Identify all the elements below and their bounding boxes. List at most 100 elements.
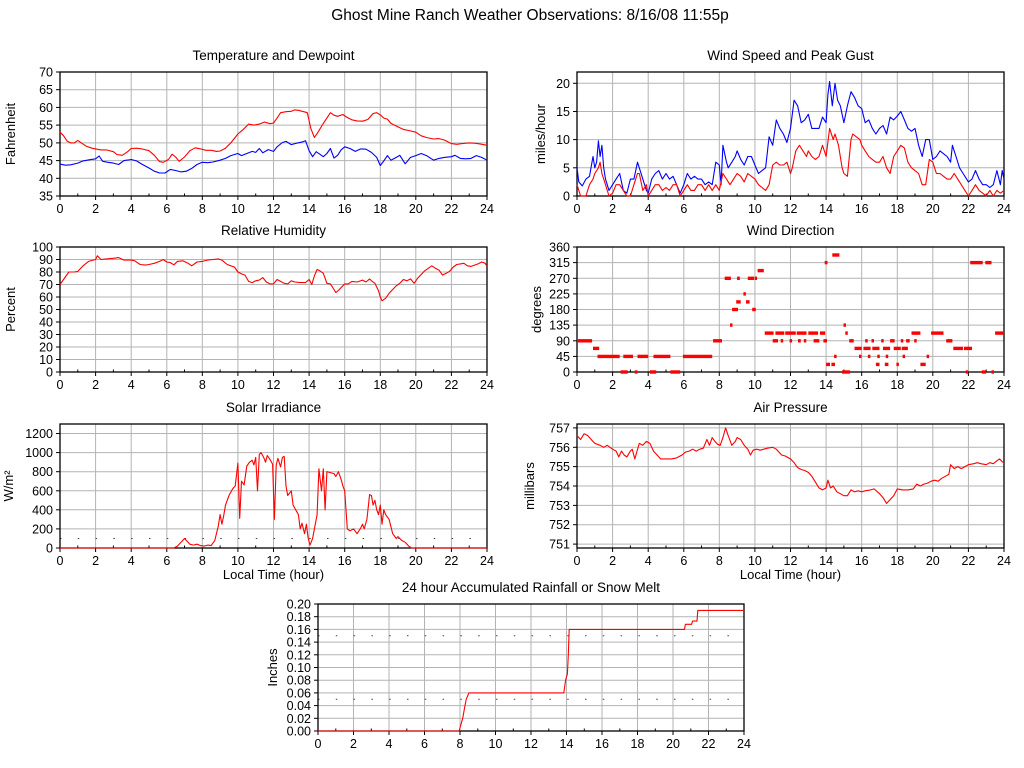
x-axis-label: Local Time (hour)	[740, 567, 841, 582]
x-tick-label: 6	[163, 554, 170, 568]
chart-relative-humidity: 0 2 4 6 8 10 12 14 16 18 20 22 240102030405060708090…	[3, 223, 494, 392]
x-tick-label: 8	[716, 554, 723, 568]
chart-title: Temperature and Dewpoint	[192, 48, 354, 63]
y-tick-label: 135	[549, 319, 570, 333]
y-tick-label: 600	[32, 484, 53, 498]
x-tick-label: 22	[444, 202, 458, 216]
series-wind-speed	[576, 127, 1005, 197]
x-tick-label: 22	[444, 378, 458, 392]
y-tick-label: 800	[32, 465, 53, 479]
y-tick-label: 315	[549, 256, 570, 270]
y-tick-label: 0.12	[287, 648, 311, 662]
x-tick-label: 10	[231, 378, 245, 392]
x-tick-label: 2	[609, 554, 616, 568]
x-tick-label: 8	[457, 737, 464, 751]
y-tick-label: 60	[39, 101, 53, 115]
y-axis-label: Inches	[265, 648, 280, 687]
y-tick-label: 70	[39, 278, 53, 292]
y-axis-label: Percent	[3, 287, 18, 332]
y-axis-label: miles/hour	[533, 103, 548, 164]
chart-title: Air Pressure	[753, 400, 827, 415]
x-tick-label: 10	[231, 554, 245, 568]
x-tick-label: 10	[489, 737, 503, 751]
chart-temperature-dewpoint: 0 2 4 6 8 10 12 14 16 18 20 22 243540455055606570Tem…	[3, 48, 494, 216]
x-tick-label: 2	[92, 554, 99, 568]
y-tick-label: 0.00	[287, 725, 311, 739]
x-tick-label: 4	[128, 378, 135, 392]
y-tick-label: 200	[32, 522, 53, 536]
x-tick-label: 10	[748, 202, 762, 216]
y-tick-label: 751	[549, 538, 570, 552]
y-tick-label: 40	[39, 172, 53, 186]
x-tick-label: 0	[574, 378, 581, 392]
y-axis-label: degrees	[529, 286, 544, 333]
y-tick-label: 0.14	[287, 636, 311, 650]
x-tick-label: 2	[609, 202, 616, 216]
chart-rainfall: 0 2 4 6 8 10 12 14 16 18 20 22 240.000.020.040.060.0…	[265, 580, 751, 751]
x-tick-label: 20	[926, 378, 940, 392]
x-tick-label: 20	[926, 202, 940, 216]
y-tick-label: 50	[39, 136, 53, 150]
x-tick-label: 2	[92, 378, 99, 392]
x-tick-label: 14	[819, 554, 833, 568]
series-accumulated-rainfall	[318, 609, 744, 732]
y-tick-label: 180	[549, 303, 570, 317]
y-axis-label: Fahrenheit	[3, 103, 18, 166]
x-tick-label: 4	[386, 737, 393, 751]
x-tick-label: 6	[163, 202, 170, 216]
x-tick-label: 20	[926, 554, 940, 568]
x-tick-label: 4	[645, 554, 652, 568]
y-tick-label: 0.06	[287, 686, 311, 700]
y-tick-label: 0.10	[287, 661, 311, 675]
y-tick-label: 756	[549, 441, 570, 455]
x-tick-label: 24	[480, 202, 494, 216]
y-tick-label: 20	[39, 341, 53, 355]
x-tick-label: 8	[199, 378, 206, 392]
y-tick-label: 0.08	[287, 674, 311, 688]
x-tick-label: 4	[645, 378, 652, 392]
y-tick-label: 45	[39, 154, 53, 168]
x-tick-label: 2	[92, 202, 99, 216]
x-tick-label: 12	[524, 737, 538, 751]
x-tick-label: 16	[855, 554, 869, 568]
y-tick-label: 753	[549, 499, 570, 513]
x-tick-label: 6	[680, 378, 687, 392]
chart-title: 24 hour Accumulated Rainfall or Snow Mel…	[402, 580, 660, 595]
y-tick-label: 0.18	[287, 610, 311, 624]
x-tick-label: 14	[819, 378, 833, 392]
x-tick-label: 0	[57, 554, 64, 568]
y-axis-label: W/m²	[1, 470, 16, 502]
x-tick-label: 12	[267, 554, 281, 568]
x-tick-label: 12	[267, 378, 281, 392]
x-tick-label: 2	[609, 378, 616, 392]
series-temperature	[59, 109, 488, 163]
x-tick-label: 18	[373, 554, 387, 568]
y-tick-label: 65	[39, 83, 53, 97]
y-tick-label: 55	[39, 119, 53, 133]
x-tick-label: 24	[997, 554, 1011, 568]
x-tick-label: 4	[645, 202, 652, 216]
chart-wind-direction: 0 2 4 6 8 10 12 14 16 18 20 22 240459013518022527031…	[529, 223, 1011, 392]
x-tick-label: 6	[421, 737, 428, 751]
chart-title: Wind Speed and Peak Gust	[707, 48, 874, 63]
x-tick-label: 18	[890, 554, 904, 568]
y-tick-label: 752	[549, 518, 570, 532]
y-tick-label: 80	[39, 266, 53, 280]
x-tick-label: 4	[128, 554, 135, 568]
x-tick-label: 8	[716, 378, 723, 392]
series-dewpoint	[59, 140, 488, 174]
x-tick-label: 8	[199, 554, 206, 568]
series-peak-gust	[576, 81, 1005, 194]
x-tick-label: 16	[338, 554, 352, 568]
y-tick-label: 50	[39, 303, 53, 317]
x-tick-label: 20	[666, 737, 680, 751]
x-tick-label: 14	[302, 378, 316, 392]
x-tick-label: 16	[338, 202, 352, 216]
x-tick-label: 10	[231, 202, 245, 216]
y-tick-label: 15	[556, 105, 570, 119]
y-tick-label: 1000	[25, 446, 53, 460]
x-tick-label: 4	[128, 202, 135, 216]
x-tick-label: 10	[748, 554, 762, 568]
